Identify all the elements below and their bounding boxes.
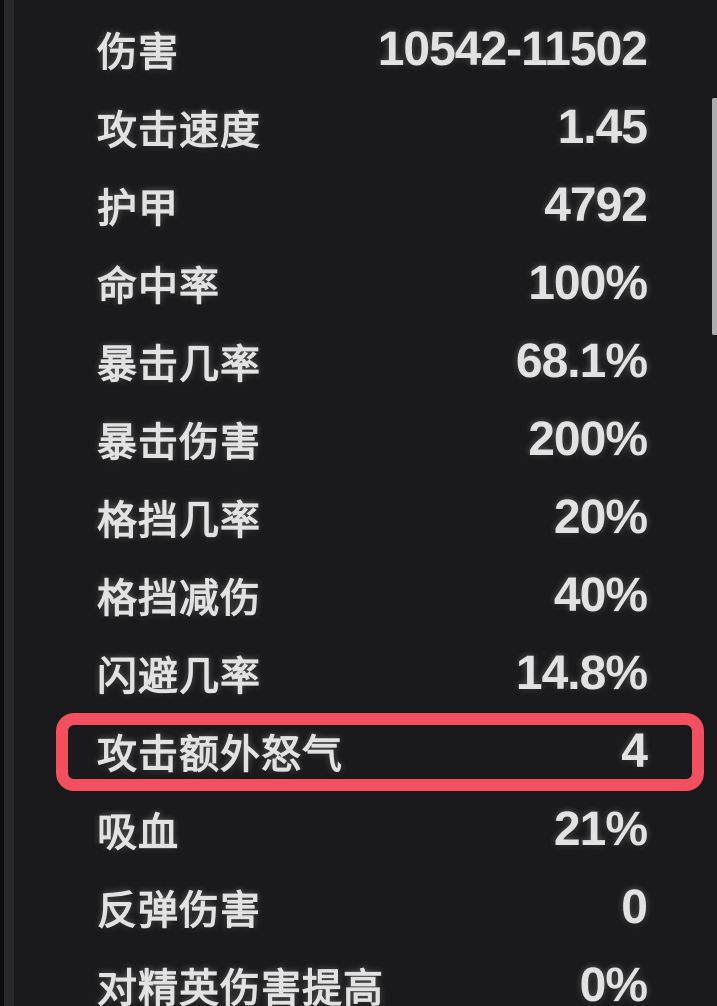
stat-label: 命中率 bbox=[97, 265, 220, 309]
stat-label: 暴击伤害 bbox=[97, 421, 261, 465]
stat-row: 反弹伤害 0 bbox=[0, 868, 717, 946]
stat-value: 4792 bbox=[544, 178, 648, 232]
stat-label: 格挡几率 bbox=[97, 499, 261, 543]
stat-label: 护甲 bbox=[97, 187, 179, 231]
stat-row: 暴击几率 68.1% bbox=[0, 322, 717, 400]
stat-label: 攻击速度 bbox=[97, 109, 261, 153]
stat-label: 反弹伤害 bbox=[97, 889, 261, 933]
stat-row: 格挡减伤 40% bbox=[0, 556, 717, 634]
stat-label: 对精英伤害提高 bbox=[97, 967, 384, 1006]
stat-row: 对精英伤害提高 0% bbox=[0, 946, 717, 1006]
stat-row: 闪避几率 14.8% bbox=[0, 634, 717, 712]
stat-value: 20% bbox=[553, 490, 648, 544]
stat-value: 0% bbox=[579, 958, 648, 1006]
stat-value: 10542-11502 bbox=[377, 22, 648, 76]
stat-label: 攻击额外怒气 bbox=[97, 733, 343, 777]
stat-value: 68.1% bbox=[515, 334, 648, 388]
stat-row-highlighted: 攻击额外怒气 4 bbox=[0, 712, 717, 791]
stat-label: 伤害 bbox=[97, 31, 179, 75]
stat-label: 闪避几率 bbox=[97, 655, 261, 699]
stat-value: 1.45 bbox=[557, 100, 648, 154]
stat-label: 暴击几率 bbox=[97, 343, 261, 387]
stat-value: 200% bbox=[528, 412, 648, 466]
stat-value: 21% bbox=[553, 802, 648, 856]
stat-row: 护甲 4792 bbox=[0, 166, 717, 244]
stat-value: 4 bbox=[621, 724, 648, 778]
stat-value: 40% bbox=[553, 568, 648, 622]
stat-label: 吸血 bbox=[97, 811, 179, 855]
stat-row: 伤害 10542-11502 bbox=[0, 10, 717, 88]
stat-label: 格挡减伤 bbox=[97, 577, 261, 621]
stat-value: 100% bbox=[528, 256, 648, 310]
scrollbar-thumb[interactable] bbox=[712, 98, 717, 335]
stat-row: 格挡几率 20% bbox=[0, 478, 717, 556]
stat-row: 暴击伤害 200% bbox=[0, 400, 717, 478]
stat-value: 0 bbox=[621, 880, 648, 934]
stat-row: 命中率 100% bbox=[0, 244, 717, 322]
stat-row: 吸血 21% bbox=[0, 790, 717, 868]
stat-row: 攻击速度 1.45 bbox=[0, 88, 717, 166]
screen-left-edge bbox=[0, 0, 4, 1006]
panel-left-edge-strip bbox=[4, 0, 14, 1006]
stat-value: 14.8% bbox=[515, 646, 648, 700]
stats-list[interactable]: 伤害 10542-11502 攻击速度 1.45 护甲 4792 命中率 100% 暴击几率 68… bbox=[0, 10, 717, 1006]
